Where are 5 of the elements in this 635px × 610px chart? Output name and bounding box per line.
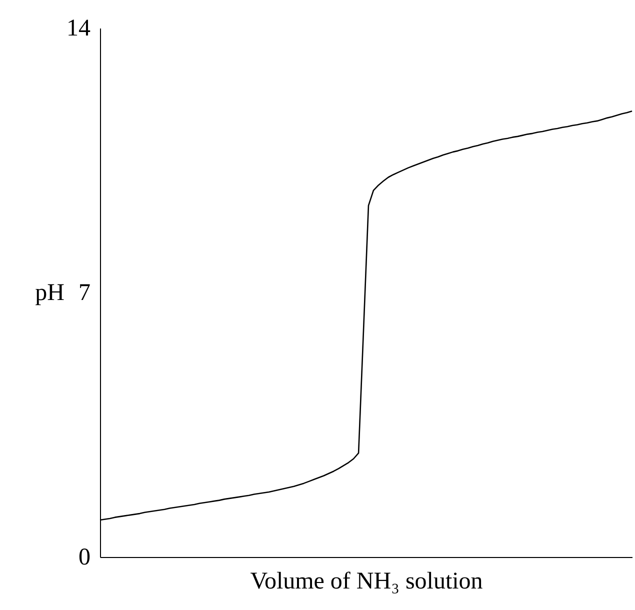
y-tick-label: 0 — [78, 544, 90, 570]
y-tick-label: 14 — [66, 16, 90, 42]
y-axis-title: pH — [35, 280, 64, 306]
x-axis-title: Volume of NH₃ solution — [250, 568, 483, 594]
y-tick-label: 7 — [78, 280, 90, 306]
